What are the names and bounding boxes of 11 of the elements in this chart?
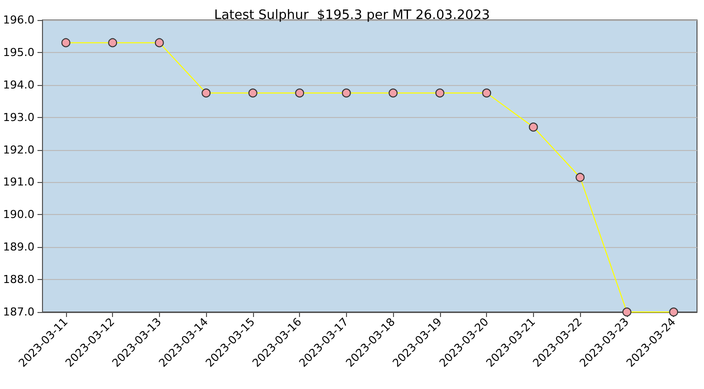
- y-tick-label: 196.0: [2, 14, 34, 26]
- y-tick-label: 192.0: [2, 143, 34, 156]
- y-tick-label: 193.0: [2, 110, 34, 124]
- chart-title: Latest Sulphur $195.3 per MT 26.03.2023: [214, 8, 490, 23]
- y-tick-label: 194.0: [2, 78, 34, 92]
- y-tick-label: 189.0: [2, 240, 34, 254]
- y-tick-label: 195.0: [2, 46, 34, 59]
- y-tick-label: 190.0: [2, 208, 34, 222]
- y-tick-label: 191.0: [2, 176, 34, 189]
- y-tick-label: 187.0: [2, 306, 34, 318]
- y-tick-label: 188.0: [2, 273, 34, 286]
